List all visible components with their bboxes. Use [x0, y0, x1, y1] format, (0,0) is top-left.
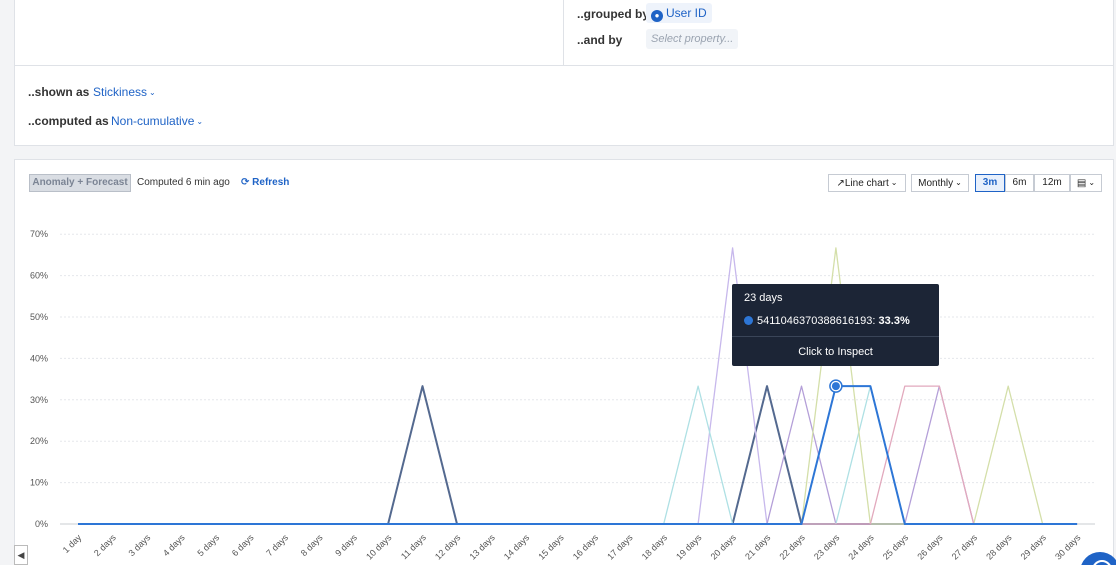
grouped-by-value: User ID — [666, 6, 707, 20]
shown-as-label: ..shown as — [28, 85, 90, 99]
x-tick-label: 21 days — [743, 532, 773, 562]
refresh-icon: ⟳ — [241, 177, 250, 188]
x-tick-label: 22 days — [777, 532, 807, 562]
panel-divider — [563, 0, 564, 66]
range-12m-button[interactable]: 12m — [1034, 174, 1070, 192]
x-tick-label: 9 days — [333, 532, 359, 558]
chart-tooltip[interactable]: 23 days 5411046370388616193: 33.3% Click… — [732, 284, 939, 366]
range-3m-button[interactable]: 3m — [975, 174, 1005, 192]
chevron-down-icon: ⌄ — [149, 88, 156, 97]
x-tick-label: 10 days — [364, 532, 394, 562]
x-tick-label: 17 days — [605, 532, 635, 562]
chevron-down-icon: ⌄ — [196, 117, 204, 126]
y-tick-label: 50% — [30, 312, 48, 322]
computed-as-value: Non-cumulative — [111, 114, 195, 128]
x-tick-label: 6 days — [230, 532, 256, 558]
x-tick-label: 11 days — [399, 532, 428, 561]
shown-as-dropdown[interactable]: Stickiness ⌄ — [93, 85, 156, 99]
x-tick-label: 7 days — [264, 532, 290, 558]
series-line — [78, 385, 1078, 525]
x-tick-label: 12 days — [433, 532, 463, 562]
chart-type-label: Line chart — [844, 178, 889, 189]
help-chat-icon[interactable] — [1080, 552, 1116, 565]
chart-type-dropdown[interactable]: ↗Line chart ⌄ — [828, 174, 906, 192]
y-tick-label: 0% — [35, 519, 48, 529]
x-tick-label: 16 days — [571, 532, 601, 562]
x-tick-label: 23 days — [812, 532, 842, 562]
tooltip-title: 23 days — [744, 292, 783, 304]
x-tick-label: 28 days — [984, 532, 1014, 562]
refresh-label: Refresh — [252, 177, 290, 188]
series-color-dot — [744, 316, 753, 325]
x-tick-label: 4 days — [161, 532, 187, 558]
x-tick-label: 26 days — [915, 532, 945, 562]
tooltip-series-id: 5411046370388616193 — [757, 315, 873, 327]
x-tick-label: 18 days — [640, 532, 670, 562]
computed-timestamp: Computed 6 min ago — [137, 177, 230, 188]
x-tick-label: 19 days — [674, 532, 704, 562]
x-tick-label: 8 days — [299, 532, 325, 558]
series-line — [78, 385, 1078, 525]
x-tick-label: 1 day — [61, 532, 84, 555]
custom-date-button[interactable]: ▤ ⌄ — [1070, 174, 1102, 192]
calendar-icon: ▤ — [1076, 178, 1087, 189]
anomaly-forecast-button[interactable]: Anomaly + Forecast — [29, 174, 131, 192]
x-tick-label: 13 days — [467, 532, 497, 562]
query-panel: ..grouped by ● User ID ..and by Select pr… — [14, 0, 1114, 66]
series-line — [78, 385, 1078, 525]
x-tick-label: 27 days — [950, 532, 980, 562]
y-tick-label: 70% — [30, 229, 48, 239]
and-by-label: ..and by — [577, 33, 623, 47]
tooltip-row: 5411046370388616193: 33.3% — [744, 315, 910, 327]
x-tick-label: 29 days — [1019, 532, 1049, 562]
x-tick-label: 25 days — [881, 532, 911, 562]
computed-as-label: ..computed as — [28, 114, 109, 128]
tooltip-divider — [732, 336, 939, 337]
grouped-by-pill[interactable]: ● User ID — [646, 3, 712, 23]
series-line — [78, 385, 1078, 525]
click-to-inspect-link[interactable]: Click to Inspect — [798, 346, 873, 358]
x-tick-label: 2 days — [92, 532, 118, 558]
y-tick-label: 20% — [30, 436, 48, 446]
y-tick-label: 40% — [30, 353, 48, 363]
tooltip-value: 33.3% — [878, 315, 910, 327]
shown-as-value: Stickiness — [93, 85, 148, 99]
computed-as-dropdown[interactable]: Non-cumulative ⌄ — [111, 114, 203, 128]
refresh-button[interactable]: ⟳ Refresh — [241, 177, 289, 188]
x-tick-label: 5 days — [195, 532, 221, 558]
chevron-down-icon: ⌄ — [890, 178, 898, 187]
x-tick-label: 24 days — [846, 532, 876, 562]
highlight-point — [831, 382, 840, 391]
scroll-left-button[interactable]: ◀ — [14, 545, 28, 565]
x-tick-label: 30 days — [1053, 532, 1083, 562]
grouped-by-label: ..grouped by — [577, 7, 649, 21]
y-tick-label: 60% — [30, 271, 48, 281]
chevron-down-icon: ⌄ — [1088, 178, 1096, 187]
x-tick-label: 15 days — [536, 532, 566, 562]
range-6m-button[interactable]: 6m — [1005, 174, 1034, 192]
x-tick-label: 20 days — [709, 532, 739, 562]
user-icon: ● — [651, 10, 663, 22]
interval-label: Monthly — [918, 178, 954, 189]
x-tick-label: 3 days — [126, 532, 152, 558]
y-tick-label: 30% — [30, 395, 48, 405]
interval-dropdown[interactable]: Monthly ⌄ — [911, 174, 969, 192]
line-chart-icon: ↗ — [836, 178, 845, 189]
and-by-select[interactable]: Select property... — [646, 29, 739, 49]
y-tick-label: 10% — [30, 478, 48, 488]
chevron-down-icon: ⌄ — [955, 178, 962, 187]
display-options-panel: ..shown as Stickiness ⌄ ..computed as Non… — [14, 66, 1114, 146]
series-line — [78, 385, 1078, 525]
x-tick-label: 14 days — [502, 532, 532, 562]
